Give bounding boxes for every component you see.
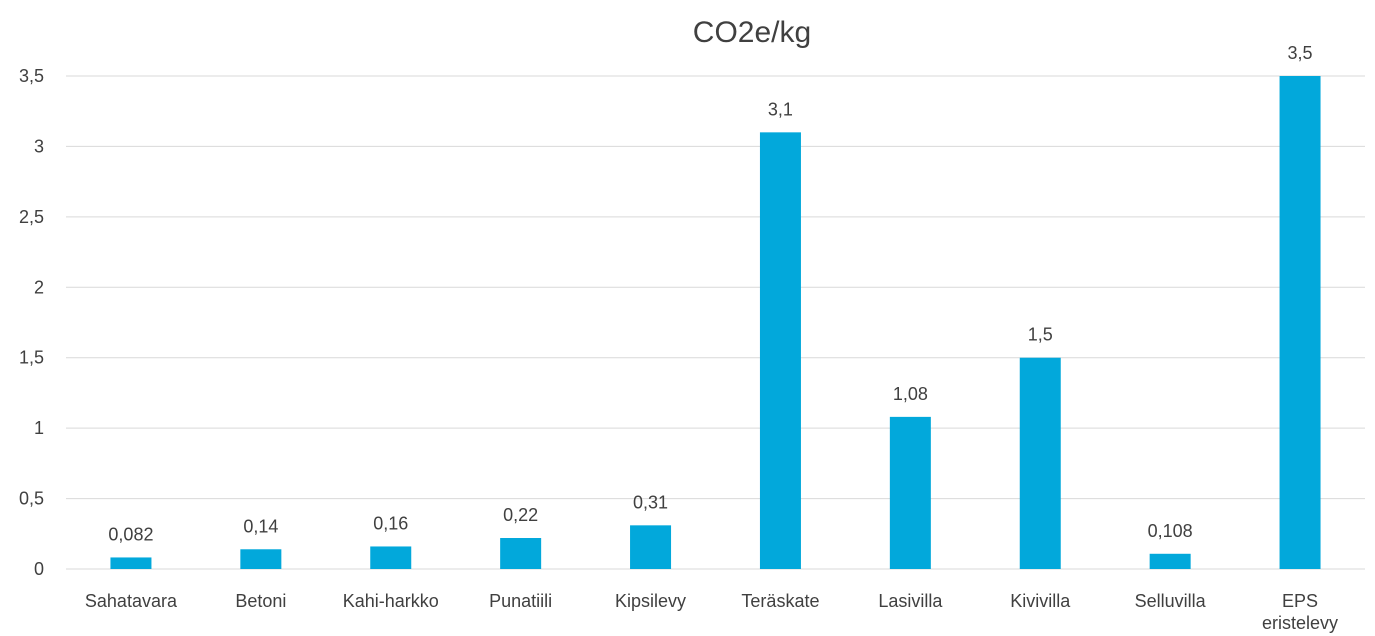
chart-title: CO2e/kg xyxy=(693,16,811,49)
y-axis-ticks: 0 0,5 1 1,5 2 2,5 3 3,5 xyxy=(19,66,44,579)
data-label: 1,5 xyxy=(1028,325,1053,345)
bar xyxy=(370,546,412,569)
y-tick-label: 0,5 xyxy=(19,489,44,509)
x-axis-categories: Sahatavara Betoni Kahi-harkko Punatiili Kips… xyxy=(85,591,1338,633)
bar xyxy=(889,416,931,569)
category-label-line: Kivivilla xyxy=(1010,591,1071,611)
category-label: EPS eristelevy xyxy=(1262,591,1338,633)
category-label: Sahatavara xyxy=(85,591,178,611)
category-label: Selluvilla xyxy=(1135,591,1207,611)
category-label: Teräskate xyxy=(741,591,819,611)
category-label-line: Kipsilevy xyxy=(615,591,686,611)
data-label: 0,16 xyxy=(373,513,408,533)
y-tick-label: 3,5 xyxy=(19,66,44,86)
category-label: Kivivilla xyxy=(1010,591,1071,611)
gridlines xyxy=(66,75,1365,570)
data-label: 0,22 xyxy=(503,505,538,525)
data-label: 0,31 xyxy=(633,492,668,512)
y-tick-label: 2 xyxy=(34,277,44,297)
y-tick-label: 0 xyxy=(34,559,44,579)
bar xyxy=(1279,76,1321,569)
category-label-line: Lasivilla xyxy=(878,591,943,611)
category-label-line: Sahatavara xyxy=(85,591,178,611)
bar xyxy=(500,538,542,569)
category-label: Lasivilla xyxy=(878,591,943,611)
bar xyxy=(759,132,801,570)
category-label: Punatiili xyxy=(489,591,552,611)
y-tick-label: 3 xyxy=(34,136,44,156)
bar xyxy=(110,557,152,569)
data-label: 0,082 xyxy=(108,524,153,544)
data-label: 3,1 xyxy=(768,99,793,119)
data-label: 0,14 xyxy=(243,516,278,536)
data-label: 3,5 xyxy=(1288,43,1313,63)
category-label-line: Betoni xyxy=(235,591,286,611)
bar xyxy=(630,525,672,569)
y-tick-label: 1 xyxy=(34,418,44,438)
y-tick-label: 2,5 xyxy=(19,207,44,227)
category-label: Betoni xyxy=(235,591,286,611)
y-tick-label: 1,5 xyxy=(19,348,44,368)
data-label: 1,08 xyxy=(893,384,928,404)
category-label-line: Kahi-harkko xyxy=(343,591,439,611)
category-label: Kahi-harkko xyxy=(343,591,439,611)
bars xyxy=(110,76,1321,570)
category-label-line: eristelevy xyxy=(1262,613,1338,633)
bar xyxy=(240,549,282,569)
category-label: Kipsilevy xyxy=(615,591,686,611)
bar xyxy=(1149,553,1191,569)
category-label-line: EPS xyxy=(1282,591,1318,611)
bar xyxy=(1019,357,1061,569)
category-label-line: Selluvilla xyxy=(1135,591,1207,611)
category-label-line: Punatiili xyxy=(489,591,552,611)
data-labels: 0,082 0,14 0,16 0,22 0,31 3,1 1,08 1,5 0,108 3,5 xyxy=(108,43,1312,544)
data-label: 0,108 xyxy=(1148,521,1193,541)
category-label-line: Teräskate xyxy=(741,591,819,611)
